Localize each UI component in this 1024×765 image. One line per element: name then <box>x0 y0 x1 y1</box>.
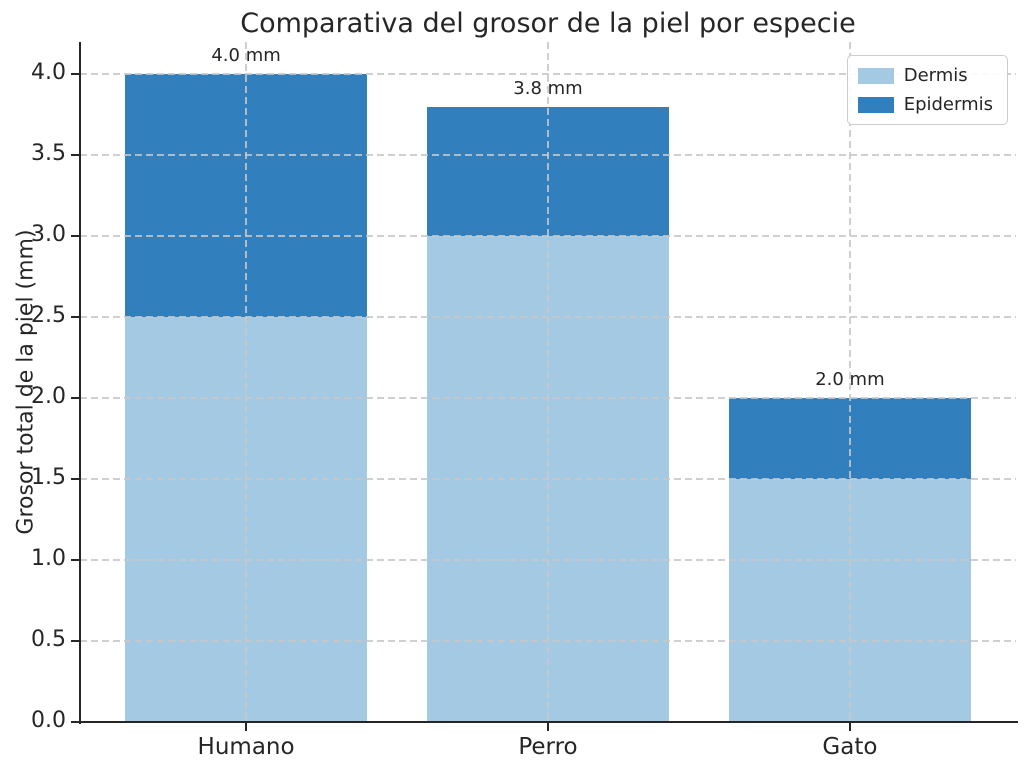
dermis-color-swatch <box>857 67 894 84</box>
y-tick-mark <box>71 154 80 157</box>
legend: Dermis Epidermis <box>846 55 1008 125</box>
y-axis-spine <box>79 42 81 724</box>
y-tick-label: 1.5 <box>31 465 66 491</box>
bar-value-label: 2.0 mm <box>815 369 885 391</box>
y-tick-mark <box>71 640 80 643</box>
bar-value-label: 4.0 mm <box>211 45 281 67</box>
y-tick-label: 2.0 <box>31 384 66 410</box>
x-axis-spine <box>79 721 1018 723</box>
y-tick-label: 4.0 <box>31 60 66 86</box>
y-tick-label: 3.0 <box>31 222 66 248</box>
x-tick-mark <box>245 723 248 731</box>
x-tick-label: Humano <box>197 734 295 760</box>
y-tick-label: 2.5 <box>31 303 66 329</box>
epidermis-color-swatch <box>857 96 894 113</box>
chart-title: Comparativa del grosor de la piel por es… <box>240 8 856 39</box>
y-tick-label: 3.5 <box>31 141 66 167</box>
plot-area: 4.0 mm 3.8 mm 2.0 mm <box>80 42 1016 722</box>
vertical-gridline <box>547 42 549 722</box>
legend-item-dermis: Dermis <box>857 65 993 86</box>
legend-label-epidermis: Epidermis <box>903 94 993 115</box>
x-tick-label: Gato <box>822 734 878 760</box>
vertical-gridline <box>848 42 851 722</box>
y-tick-label: 1.0 <box>31 546 66 572</box>
y-tick-mark <box>71 73 80 76</box>
y-tick-label: 0.0 <box>31 708 66 733</box>
gridlines <box>80 42 1016 722</box>
legend-item-epidermis: Epidermis <box>857 94 993 115</box>
x-tick-mark <box>547 723 549 731</box>
y-tick-label: 0.5 <box>31 627 66 653</box>
y-tick-mark <box>71 559 80 562</box>
y-tick-mark <box>71 721 80 723</box>
bar-value-label: 3.8 mm <box>513 77 583 99</box>
y-tick-mark <box>71 478 80 481</box>
vertical-gridline <box>245 42 248 722</box>
x-tick-label: Perro <box>518 734 578 760</box>
y-tick-mark <box>71 235 80 238</box>
y-tick-mark <box>71 316 80 319</box>
bar-labels-container: 4.0 mm 3.8 mm 2.0 mm <box>80 42 1016 722</box>
x-tick-mark <box>848 723 851 731</box>
legend-label-dermis: Dermis <box>903 65 968 86</box>
y-tick-mark <box>71 397 80 400</box>
